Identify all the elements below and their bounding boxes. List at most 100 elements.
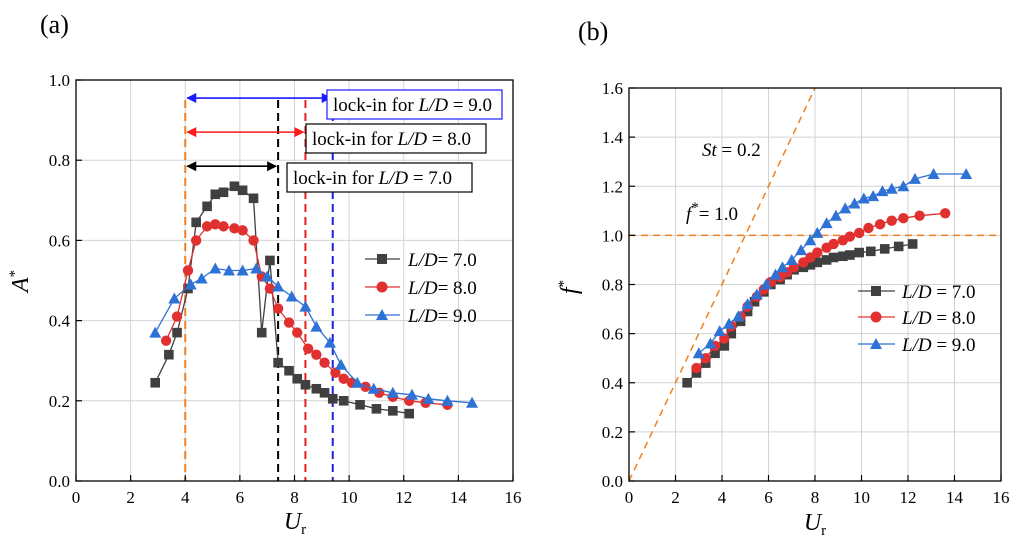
b-data-point <box>812 247 823 258</box>
a-data-point <box>284 365 294 376</box>
legend-b-label-7: L/D = 7.0 <box>901 282 976 303</box>
b-data-point <box>776 261 789 273</box>
b-data-point <box>863 222 874 234</box>
lock-in-arrowhead-right-2 <box>267 161 278 172</box>
a-y-tick-label: 0.6 <box>49 231 70 250</box>
panel-b-grid <box>629 88 1001 481</box>
a-x-tick-label: 6 <box>236 488 245 507</box>
b-y-tick-label: 0.0 <box>602 472 623 491</box>
a-data-point <box>355 400 365 410</box>
b-y-tick-label: 0.4 <box>602 374 624 393</box>
panel-b-y-tick-labels: 0.0 0.2 0.4 0.6 0.8 1.0 1.2 1.4 1.6 <box>602 79 624 491</box>
b-x-tick-label: 10 <box>853 488 870 507</box>
legend-a-label-8: L/D= 8.0 <box>407 278 477 299</box>
b-x-tick-label: 2 <box>671 488 680 507</box>
b-data-point <box>839 202 852 214</box>
a-data-point <box>324 336 337 348</box>
a-data-point <box>404 408 415 419</box>
a-data-point <box>261 270 274 282</box>
b-data-point <box>885 182 898 194</box>
strouhal-annotation: St = 0.2 <box>702 140 761 161</box>
a-data-point <box>386 386 399 398</box>
b-data-point <box>713 325 726 337</box>
b-data-point <box>821 255 832 265</box>
panel-a-y-axis-label: A* <box>7 270 34 294</box>
a-data-point <box>229 181 240 192</box>
panel-b-ticks <box>628 87 1002 482</box>
a-data-point <box>237 225 248 236</box>
panel-a-x-axis-label: Ur <box>284 509 306 538</box>
a-data-point <box>237 185 248 196</box>
a-data-point <box>168 292 181 304</box>
lock-in-arrowhead-left-2 <box>186 161 197 172</box>
a-x-tick-label: 0 <box>72 488 81 507</box>
a-x-tick-label: 10 <box>341 488 358 507</box>
b-data-point <box>893 241 904 252</box>
b-data-point <box>805 260 816 270</box>
b-data-point <box>879 244 890 254</box>
a-data-point <box>338 373 349 384</box>
a-data-point <box>201 221 213 232</box>
b-data-point <box>760 278 773 290</box>
a-data-point <box>209 262 222 274</box>
panel-a-legend: L/D= 7.0 L/D= 8.0 L/D= 9.0 <box>365 250 477 327</box>
b-data-point <box>848 197 861 209</box>
a-data-point <box>248 235 259 246</box>
b-data-point <box>838 251 848 262</box>
b-data-point <box>940 208 951 219</box>
panel-a-ticks <box>75 79 514 482</box>
b-data-point <box>828 252 839 263</box>
panel-a-y-tick-labels: 0.0 0.2 0.4 0.6 0.8 1.0 <box>49 71 71 491</box>
legend-a-label-9: L/D= 9.0 <box>407 306 477 327</box>
a-data-point <box>283 317 295 328</box>
lock-in-arrowhead-left-1 <box>186 127 197 138</box>
b-data-point <box>853 227 865 239</box>
b-data-point <box>691 362 702 374</box>
a-series-line-2 <box>154 267 473 404</box>
a-data-point <box>195 272 208 284</box>
a-data-point <box>218 187 229 198</box>
a-y-tick-label: 1.0 <box>49 71 70 90</box>
b-data-point <box>829 209 842 221</box>
a-data-point <box>171 311 183 322</box>
b-y-tick-label: 1.4 <box>602 128 624 147</box>
b-data-point <box>795 244 808 256</box>
legend-a-marker-8 <box>376 281 388 293</box>
lock-in-box-8 <box>305 123 487 154</box>
b-data-point <box>692 347 705 359</box>
a-data-point <box>172 327 182 338</box>
b-x-tick-label: 12 <box>900 488 917 507</box>
a-data-point <box>150 377 161 388</box>
a-data-point <box>218 221 229 232</box>
a-x-tick-label: 8 <box>290 488 299 507</box>
strouhal-reference-line <box>628 87 816 482</box>
a-data-point <box>330 367 341 378</box>
b-x-tick-label: 14 <box>946 488 964 507</box>
legend-b-label-8: L/D = 8.0 <box>901 308 976 329</box>
lock-in-label-8: lock-in for L/D = 8.0 <box>312 129 471 150</box>
b-data-point <box>726 328 737 339</box>
a-data-point <box>264 283 276 294</box>
a-data-point <box>319 357 330 368</box>
a-data-point <box>292 373 303 384</box>
a-data-point <box>164 349 174 360</box>
a-data-point <box>338 396 349 406</box>
a-data-point <box>351 376 364 388</box>
panel-a-chart: (a) 0 2 4 6 8 10 12 14 16 0.0 0.2 0.4 0.6 0.8 1.0 loc… <box>7 10 522 538</box>
a-x-tick-label: 16 <box>505 488 522 507</box>
f-star-annotation: f*= 1.0 <box>686 200 738 225</box>
b-data-point <box>769 268 782 280</box>
a-data-point <box>327 393 338 404</box>
a-data-point <box>299 300 312 312</box>
b-x-tick-label: 8 <box>811 488 820 507</box>
b-data-point <box>876 185 889 197</box>
b-data-point <box>907 239 918 249</box>
a-data-point <box>190 235 202 246</box>
panel-b-chart: (b) 0 2 4 6 8 10 12 14 16 0.0 0.2 0.4 0.6 0.8 1.0 1.2 1… <box>556 17 1010 539</box>
a-data-point <box>248 193 259 204</box>
a-data-point <box>367 382 380 394</box>
panel-b-series <box>682 167 973 388</box>
a-data-point <box>302 343 314 354</box>
b-data-point <box>741 298 754 310</box>
